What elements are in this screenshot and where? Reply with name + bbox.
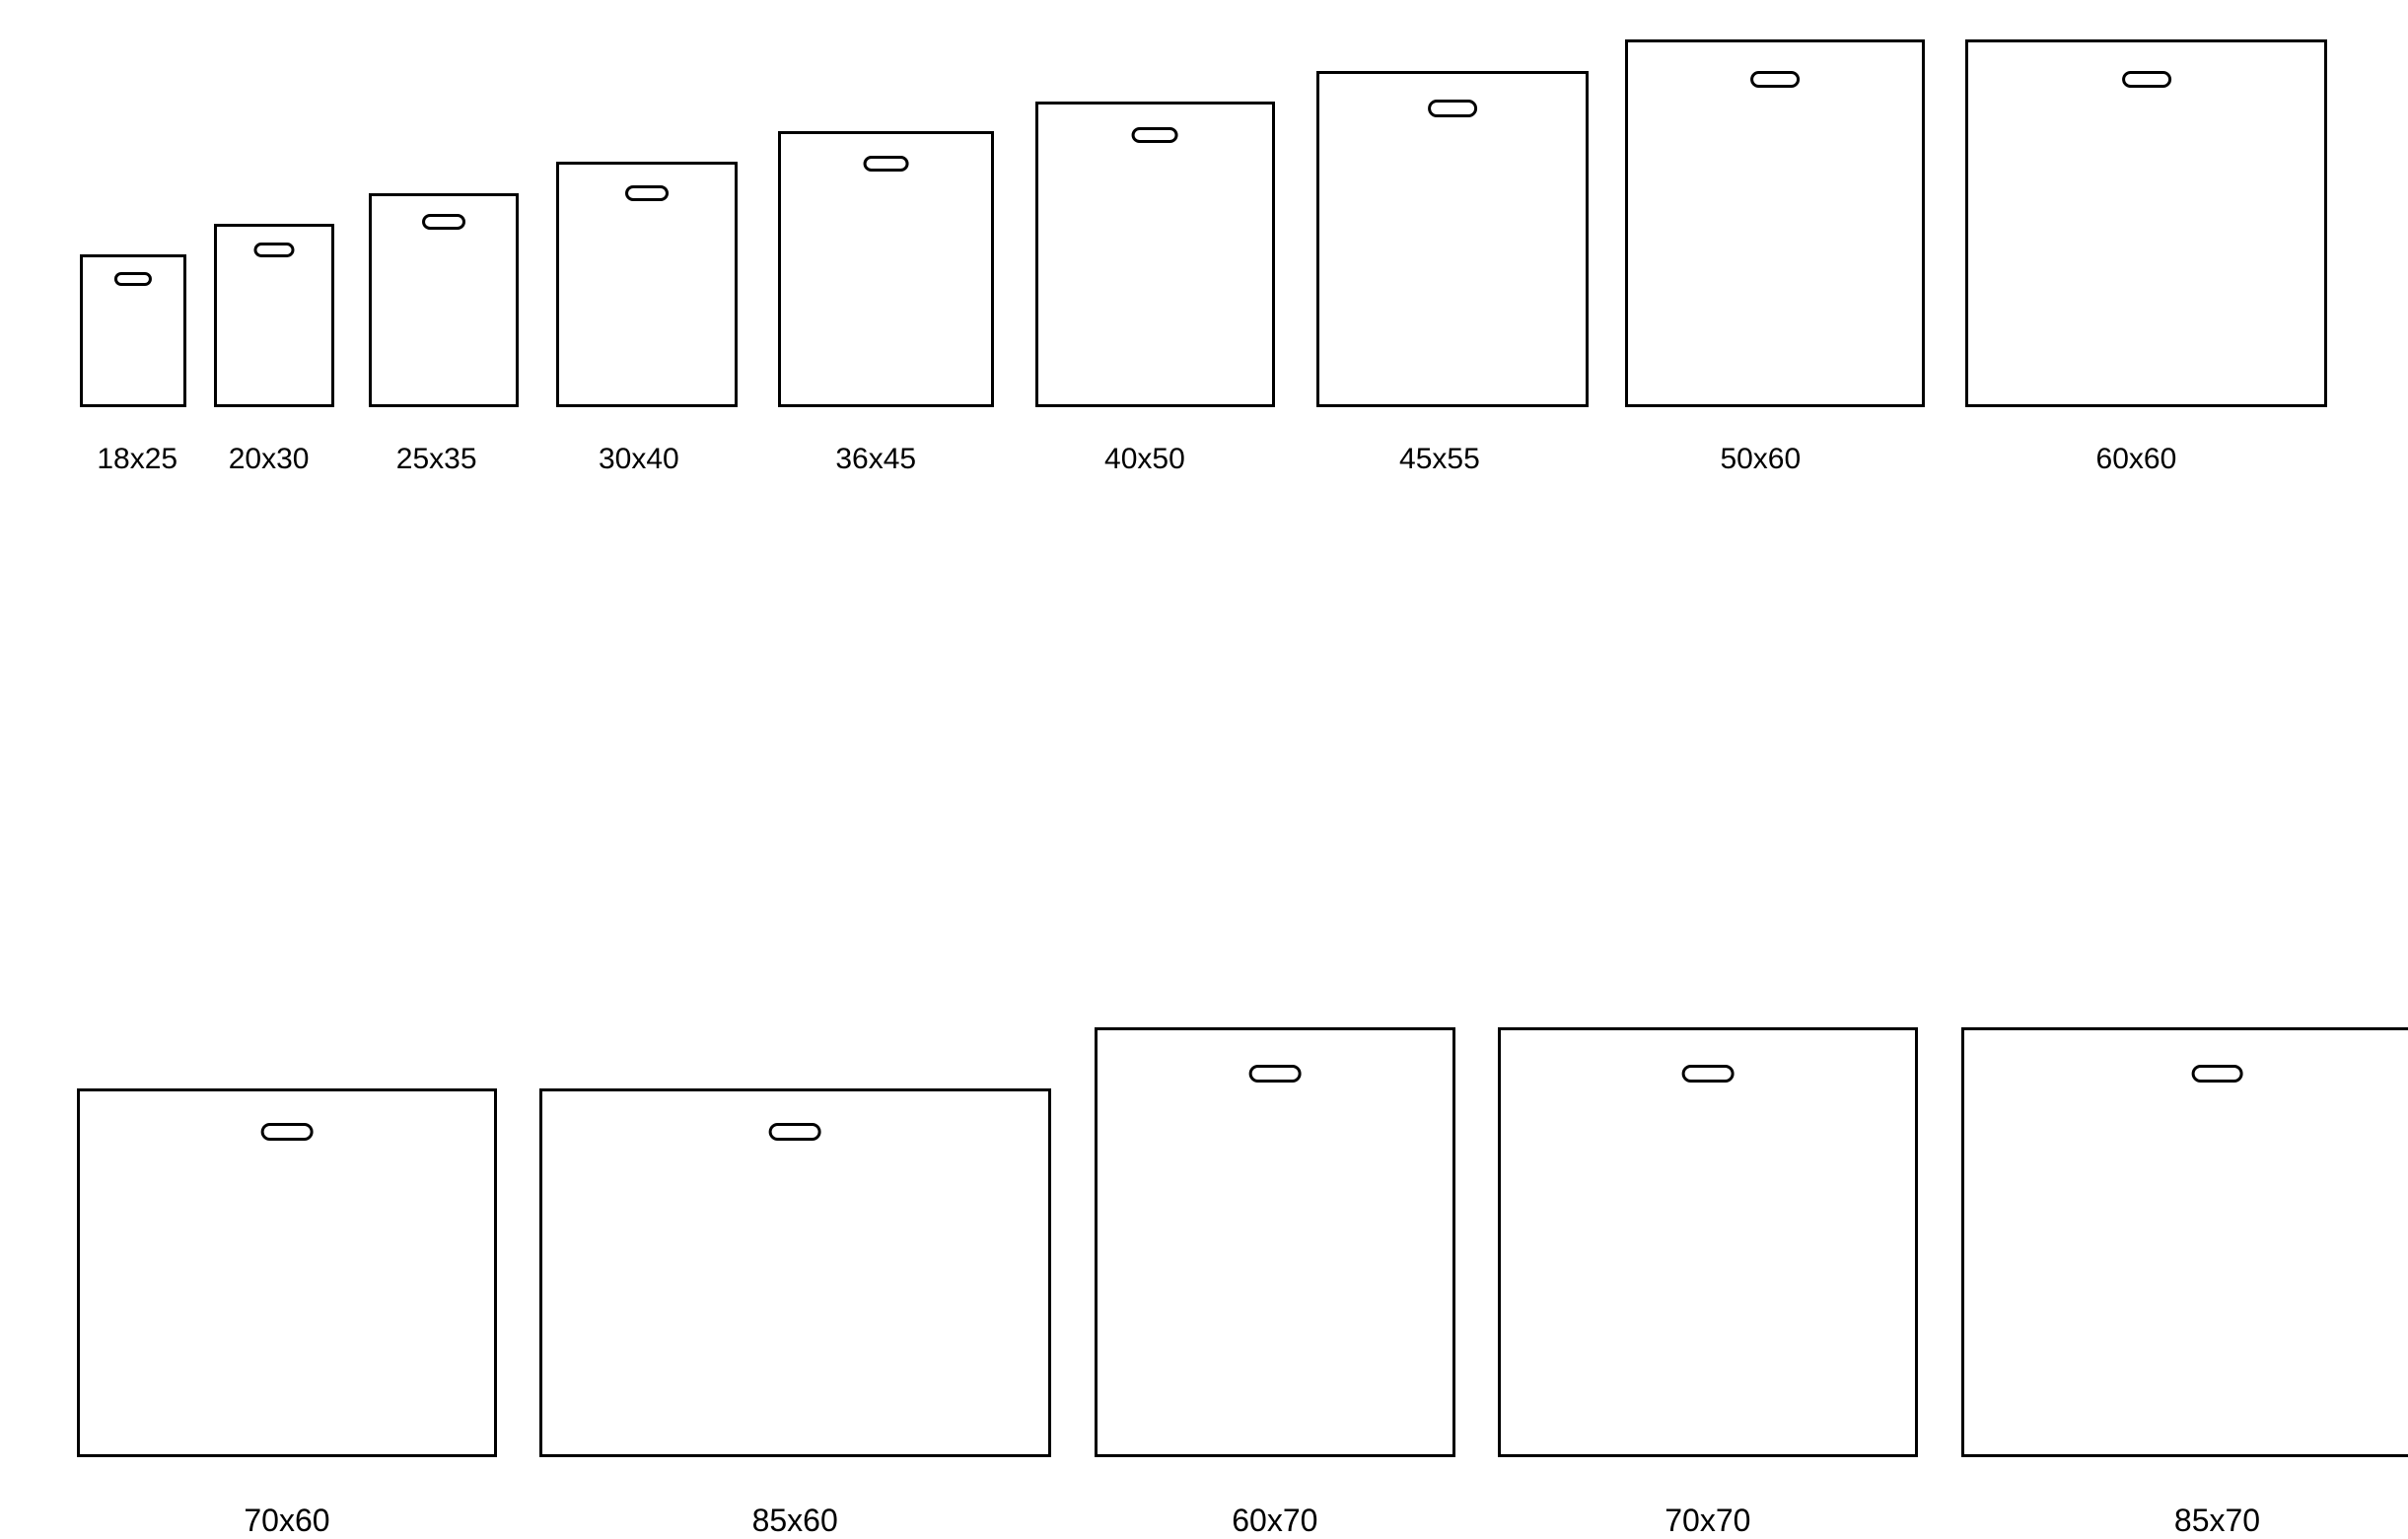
bag-85x60 — [539, 1088, 1051, 1457]
bag-25x35-handle — [422, 214, 465, 230]
bag-30x40 — [556, 162, 737, 407]
bag-36x45-handle — [863, 156, 909, 172]
bag-20x30 — [214, 224, 334, 407]
bag-30x40-label: 30x40 — [572, 443, 705, 476]
bag-60x70-label: 60x70 — [1095, 1503, 1455, 1539]
bag-45x55-label: 45x55 — [1373, 443, 1506, 476]
bag-60x70 — [1095, 1027, 1455, 1456]
bag-45x55-handle — [1428, 100, 1477, 117]
bag-50x60-label: 50x60 — [1694, 443, 1827, 476]
bag-85x60-handle — [769, 1123, 821, 1141]
bag-25x35 — [369, 193, 519, 407]
bag-18x25 — [80, 254, 186, 407]
bag-40x50-label: 40x50 — [1078, 443, 1211, 476]
bag-50x60-handle — [1750, 71, 1800, 89]
bag-36x45-label: 36x45 — [810, 443, 943, 476]
bag-70x70-handle — [1681, 1065, 1734, 1083]
bag-70x60 — [77, 1088, 498, 1457]
bag-85x70-handle — [2191, 1065, 2243, 1083]
bag-40x50 — [1035, 102, 1275, 408]
bag-60x60-label: 60x60 — [2070, 443, 2203, 476]
bag-30x40-handle — [625, 185, 669, 201]
bag-36x45 — [778, 131, 995, 407]
bag-50x60 — [1625, 39, 1926, 408]
bag-85x70-label: 85x70 — [1961, 1503, 2408, 1539]
bag-85x70 — [1961, 1027, 2408, 1456]
bag-60x60 — [1965, 39, 2326, 408]
bag-20x30-label: 20x30 — [202, 443, 335, 476]
bag-70x70-label: 70x70 — [1498, 1503, 1919, 1539]
bag-70x70 — [1498, 1027, 1919, 1456]
bag-18x25-label: 18x25 — [72, 443, 202, 476]
bag-25x35-label: 25x35 — [370, 443, 503, 476]
bag-60x70-handle — [1248, 1065, 1301, 1083]
bag-40x50-handle — [1132, 127, 1178, 143]
bag-18x25-handle — [114, 272, 152, 287]
bag-size-diagram: 18x2520x30 25x35 30x40 36x45 40x50 45x55 50x60… — [0, 0, 2408, 1093]
bag-70x60-label: 70x60 — [77, 1503, 498, 1539]
bag-60x60-handle — [2122, 71, 2171, 89]
bag-45x55 — [1316, 71, 1589, 408]
bag-70x60-handle — [261, 1123, 314, 1141]
bag-85x60-label: 85x60 — [539, 1503, 1051, 1539]
bag-20x30-handle — [253, 243, 294, 257]
